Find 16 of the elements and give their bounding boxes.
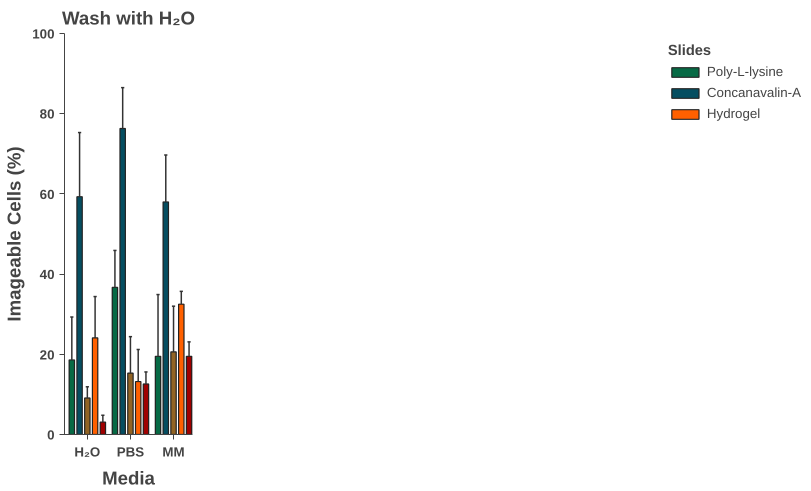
y-tick-label: 60 [40,186,55,202]
y-tick-label: 40 [40,267,55,282]
y-tick-label: 0 [47,428,55,442]
y-tick-label: 20 [40,347,55,362]
y-tick-label: 80 [40,106,55,122]
x-tick-label: PBS [116,444,144,460]
y-tick-label: 100 [32,26,55,42]
legend-title: Slides [668,43,712,59]
legend-label: Concanavalin-A [706,85,801,100]
chart-title: Wash with H₂O [62,8,196,28]
x-tick-label: MM [162,444,185,460]
y-axis-title: Imageable Cells (%) [3,146,24,322]
x-tick-label: H₂O [74,444,100,460]
legend-label: Hydrogel [706,106,760,121]
legend-label: Poly-L-lysine [706,64,784,79]
x-axis-title: Media [102,468,156,488]
